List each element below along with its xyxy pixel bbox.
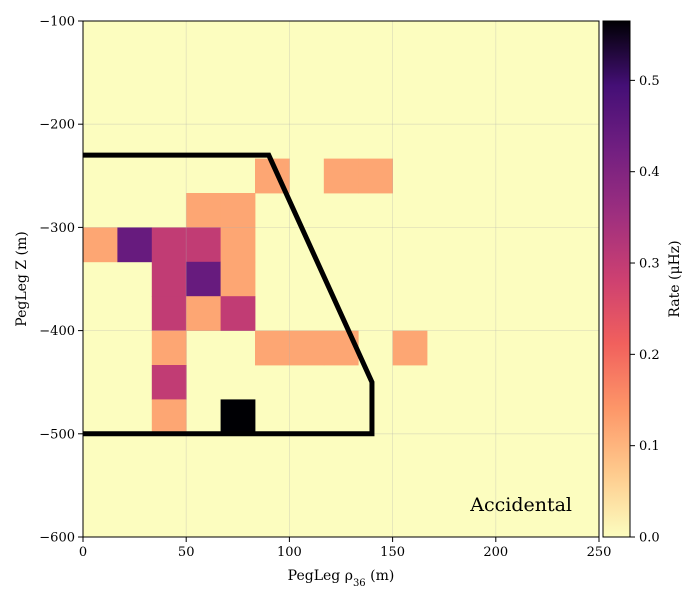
colorbar-tick-label: 0.5 <box>639 74 660 89</box>
colorbar-tick-label: 0.2 <box>639 348 660 363</box>
heatmap-cell <box>151 330 187 366</box>
colorbar-label: Rate (μHz) <box>667 240 683 317</box>
x-tick-label: 100 <box>277 545 302 560</box>
x-axis-ticks: 0 50 100 150 200 250 <box>79 537 612 560</box>
colorbar-tick-label: 0.1 <box>639 439 660 454</box>
heatmap-cell <box>83 227 118 263</box>
x-axis-label: PegLeg ρ36 (m) <box>288 568 395 589</box>
x-tick-label: 150 <box>380 545 405 560</box>
heatmap-cell <box>220 261 256 297</box>
colorbar <box>602 20 631 538</box>
y-tick-label: −300 <box>39 221 75 236</box>
colorbar-tick-label: 0.4 <box>639 165 660 180</box>
heatmap-cell <box>151 365 187 400</box>
outline-polyline <box>83 152 375 437</box>
heatmap-cell <box>255 330 290 366</box>
y-tick-label: −500 <box>39 427 75 442</box>
colorbar-tick-label: 0.0 <box>639 531 660 546</box>
y-axis-ticks: −600 −500 −400 −300 −200 −100 <box>39 15 83 546</box>
x-tick-label: 250 <box>587 545 612 560</box>
heatmap-cell <box>186 296 221 331</box>
x-tick-label: 200 <box>483 545 508 560</box>
heatmap-cell <box>392 330 428 366</box>
heatmap-cell <box>220 296 256 331</box>
y-axis-label: PegLeg Z (m) <box>14 231 30 326</box>
heatmap-cell <box>151 296 187 331</box>
heatmap-cells <box>83 158 428 435</box>
heatmap-cell <box>220 227 256 263</box>
region-outline <box>83 152 375 437</box>
heatmap-cell <box>289 330 325 366</box>
heatmap-cell <box>220 193 256 228</box>
colorbar-ticks: 0.0 0.1 0.2 0.3 0.4 0.5 <box>630 74 660 546</box>
heatmap-cell <box>151 227 187 263</box>
plot-frame <box>82 20 600 538</box>
heatmap-cell <box>151 399 187 435</box>
heatmap-cell <box>186 261 221 297</box>
heatmap-cell <box>358 158 393 194</box>
heatmap-cell <box>220 399 256 435</box>
heatmap-cell <box>186 193 221 228</box>
x-tick-label: 50 <box>178 545 195 560</box>
x-tick-label: 0 <box>79 545 87 560</box>
heatmap-cell <box>186 227 221 263</box>
heatmap-cell <box>117 227 153 263</box>
annotation-label: Accidental <box>469 494 572 516</box>
y-tick-label: −100 <box>39 15 75 30</box>
heatmap-cell <box>323 158 359 194</box>
colorbar-tick-label: 0.3 <box>639 257 660 272</box>
y-tick-label: −400 <box>39 324 75 339</box>
heatmap-cell <box>151 261 187 297</box>
y-tick-label: −600 <box>39 531 75 546</box>
y-tick-label: −200 <box>39 118 75 133</box>
